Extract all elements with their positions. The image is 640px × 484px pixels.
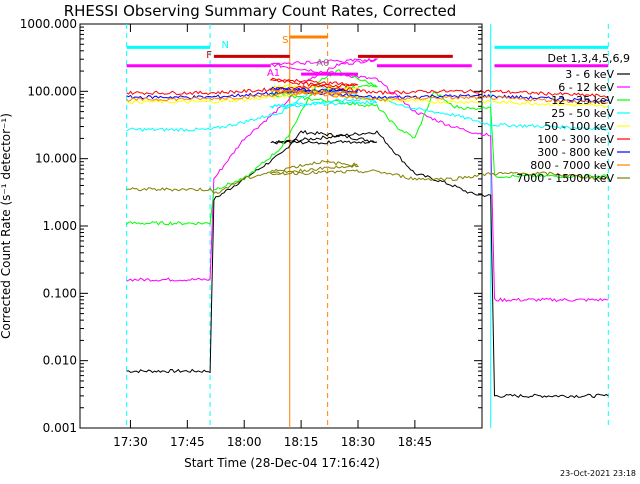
x-tick-label: 18:30 xyxy=(341,435,376,449)
x-tick-label: 17:30 xyxy=(113,435,148,449)
series-line xyxy=(126,57,609,303)
series-line xyxy=(126,129,609,399)
legend-entry-label: 3 - 6 keV xyxy=(565,68,614,81)
series-line xyxy=(126,160,609,194)
state-label: N xyxy=(221,40,228,51)
y-tick-label: 100.000 xyxy=(27,84,77,98)
legend-entry-label: 300 - 800 keV xyxy=(537,146,614,159)
y-tick-label: 0.001 xyxy=(43,421,77,435)
y-tick-label: 1.000 xyxy=(43,219,77,233)
y-tick-label: 0.010 xyxy=(43,354,77,368)
legend-entry-label: 50 - 100 keV xyxy=(544,120,614,133)
state-label: S xyxy=(282,35,288,46)
y-axis-label: Corrected Count Rate (s⁻¹ detector⁻¹) xyxy=(0,113,13,339)
legend-title: Det 1,3,4,5,6,9 xyxy=(547,52,630,65)
x-tick-label: 17:45 xyxy=(170,435,205,449)
legend-entry-label: 800 - 7000 keV xyxy=(530,159,614,172)
x-tick-label: 18:00 xyxy=(227,435,262,449)
series-line xyxy=(126,77,609,99)
series-line xyxy=(126,84,609,109)
axis-ticks: 1000.000 100.000 10.000 1.000 0.100 0.010 0.00… xyxy=(20,17,482,449)
footer-timestamp: 23-Oct-2021 23:18 xyxy=(560,469,636,478)
legend-entry-label: 6 - 12 keV xyxy=(558,81,614,94)
legend-entry-label: 7000 - 15000 keV xyxy=(516,172,614,185)
state-label: A1 xyxy=(267,68,280,79)
plot-frame xyxy=(79,23,483,429)
y-tick-label: 0.100 xyxy=(43,286,77,300)
y-tick-label: 1000.000 xyxy=(20,17,77,31)
legend-entry-label: 25 - 50 keV xyxy=(551,107,614,120)
plot-area: NF A1 A0 S xyxy=(79,23,609,429)
y-tick-label: 10.000 xyxy=(35,152,77,166)
x-axis-label: Start Time (28-Dec-04 17:16:42) xyxy=(184,456,380,470)
state-label: A0 xyxy=(316,58,329,69)
x-tick-label: 18:45 xyxy=(398,435,433,449)
legend-entry-label: 12 - 25 keV xyxy=(551,94,614,107)
chart-title: RHESSI Observing Summary Count Rates, Co… xyxy=(64,2,457,20)
x-tick-label: 18:15 xyxy=(284,435,319,449)
series-line xyxy=(126,85,609,133)
state-label: F xyxy=(206,50,212,61)
series-line xyxy=(126,87,609,105)
legend-entry-label: 100 - 300 keV xyxy=(537,133,614,146)
